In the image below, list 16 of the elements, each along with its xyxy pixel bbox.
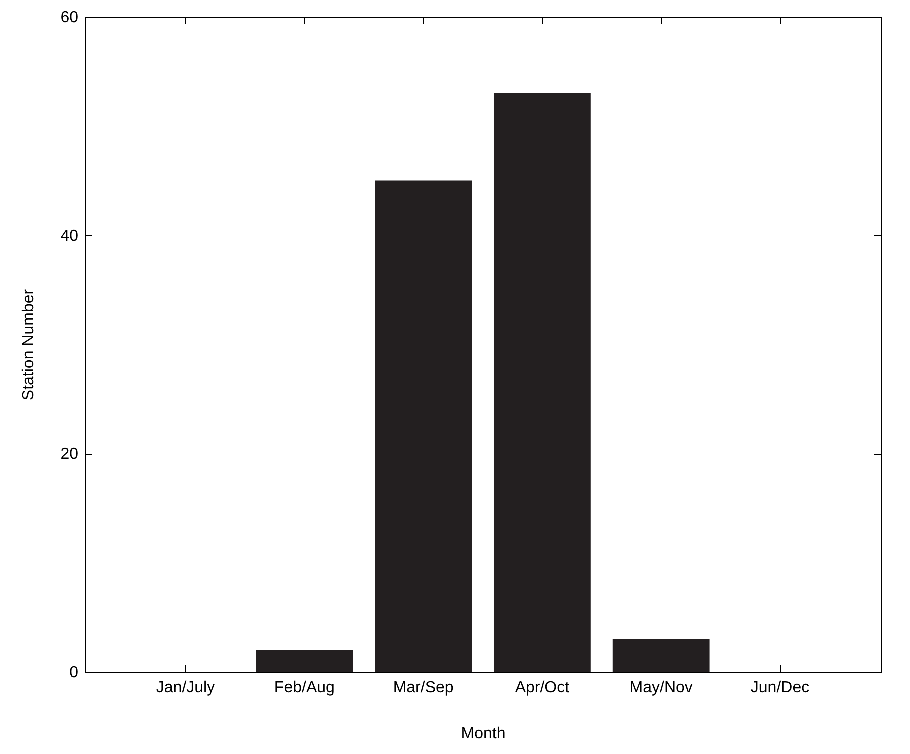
y-tick-label: 0	[70, 664, 79, 682]
x-tick-label: Apr/Oct	[515, 680, 570, 696]
x-axis-title: Month	[461, 726, 506, 742]
x-tick-label: Jan/July	[156, 680, 216, 696]
y-tick-label: 60	[60, 10, 79, 26]
y-tick-label: 40	[60, 228, 79, 245]
bar	[256, 650, 354, 672]
x-tick-label: Feb/Aug	[274, 680, 335, 696]
bar	[612, 639, 710, 672]
x-tick-label: Mar/Sep	[393, 680, 454, 696]
y-axis-title: Station Number	[20, 288, 38, 401]
bar	[494, 93, 591, 672]
x-tick-label: May/Nov	[630, 680, 693, 696]
x-tick-label: Jun/Dec	[750, 680, 810, 696]
bar	[375, 180, 472, 672]
y-tick-label: 20	[60, 446, 79, 464]
